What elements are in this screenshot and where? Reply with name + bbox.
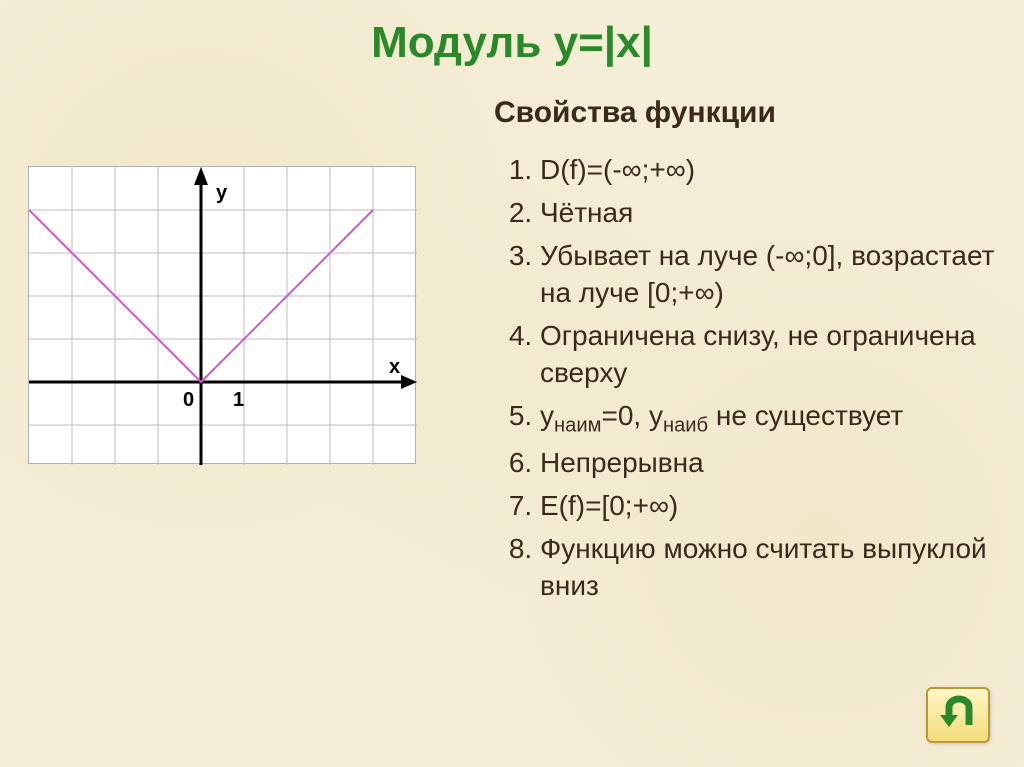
property-item: Функцию можно считать выпуклой вниз bbox=[540, 531, 996, 605]
properties-column: Свойства функции D(f)=(-∞;+∞) Чётная Убы… bbox=[458, 86, 996, 611]
property-item: Убывает на луче (-∞;0], возрастает на лу… bbox=[540, 238, 996, 312]
x-axis-label: x bbox=[389, 356, 400, 378]
property-item: D(f)=(-∞;+∞) bbox=[540, 152, 996, 189]
tick-origin: 0 bbox=[183, 389, 194, 411]
property-item: E(f)=[0;+∞) bbox=[540, 488, 996, 525]
content-area: y x 0 1 Свойства функции D(f)=(-∞;+∞) Чё… bbox=[0, 68, 1024, 611]
x-axis-arrow-icon bbox=[401, 375, 417, 389]
page-title: Модуль y=|x| bbox=[0, 0, 1024, 68]
property-item: Непрерывна bbox=[540, 445, 996, 482]
property-item: Ограничена снизу, не ограничена сверху bbox=[540, 318, 996, 392]
tick-x1: 1 bbox=[233, 389, 244, 411]
y-axis-arrow-icon bbox=[194, 167, 208, 185]
properties-list: D(f)=(-∞;+∞) Чётная Убывает на луче (-∞;… bbox=[494, 152, 996, 605]
chart-grid bbox=[29, 167, 417, 465]
chart-column: y x 0 1 bbox=[28, 86, 458, 611]
u-turn-arrow-icon bbox=[935, 695, 981, 735]
return-button[interactable] bbox=[926, 687, 990, 743]
property-item: yнаим=0, yнаиб не существует bbox=[540, 398, 996, 439]
y-axis-label: y bbox=[216, 182, 228, 204]
property-item: Чётная bbox=[540, 195, 996, 232]
properties-heading: Свойства функции bbox=[494, 96, 996, 130]
abs-value-chart: y x 0 1 bbox=[28, 166, 416, 464]
